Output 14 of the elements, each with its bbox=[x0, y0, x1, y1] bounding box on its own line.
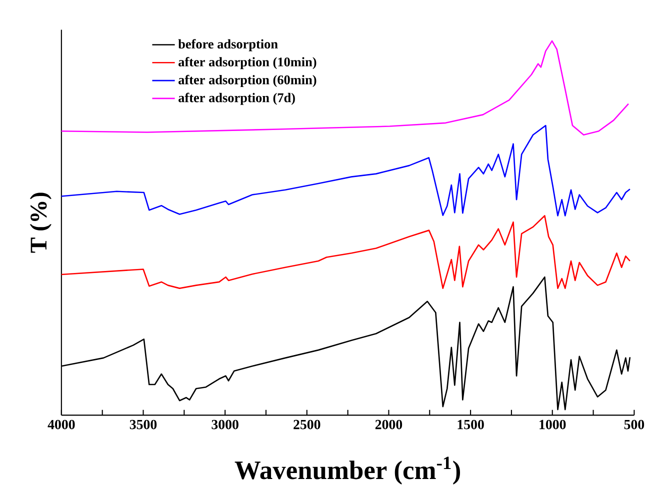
y-axis-title: T (%) bbox=[30, 192, 52, 253]
legend-label: before adsorption bbox=[178, 38, 278, 52]
x-tick-label: 2500 bbox=[294, 420, 320, 430]
legend-label: after adsorption (7d) bbox=[178, 92, 295, 105]
x-axis-title: Wavenumber (cm$^{-1}$) bbox=[234, 456, 460, 484]
x-tick-label: 500 bbox=[624, 420, 644, 430]
legend-label: after adsorption (60min) bbox=[178, 74, 316, 87]
x-tick-label: 2000 bbox=[375, 420, 402, 430]
x-tick-label: 4000 bbox=[48, 420, 75, 430]
x-tick-label: 3000 bbox=[212, 420, 238, 430]
legend-label: after adsorption (10min) bbox=[178, 56, 316, 69]
x-tick-label: 1500 bbox=[458, 420, 484, 430]
x-tick-label: 3500 bbox=[130, 420, 157, 430]
x-tick-label: 1000 bbox=[540, 420, 566, 430]
